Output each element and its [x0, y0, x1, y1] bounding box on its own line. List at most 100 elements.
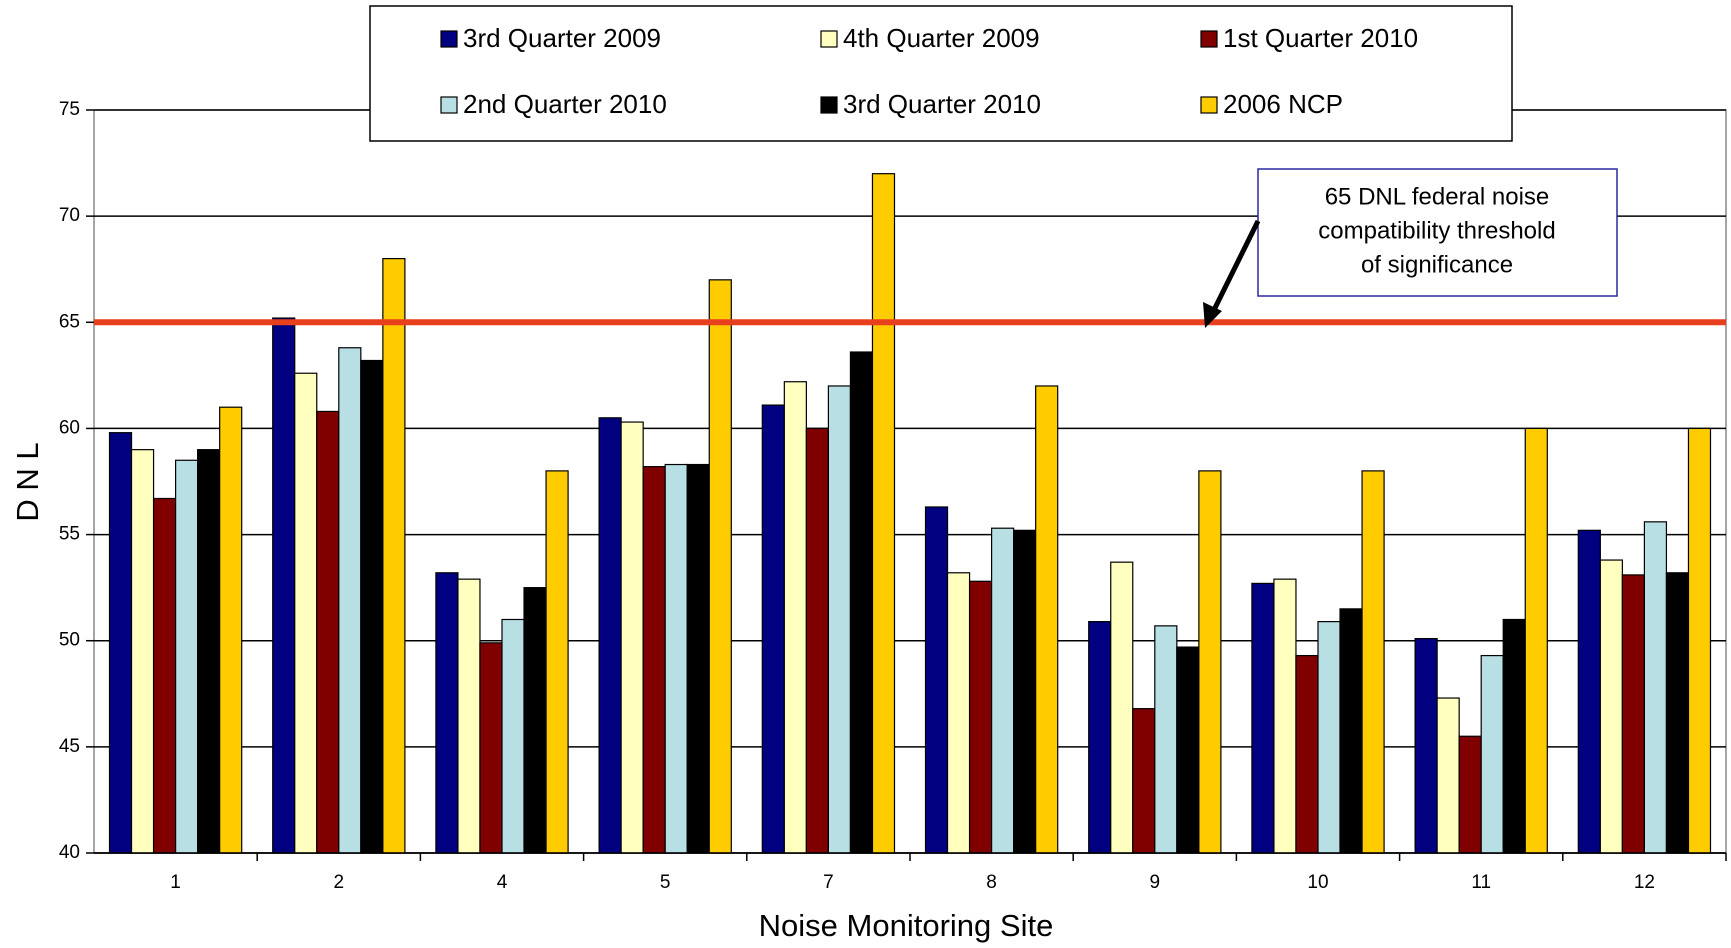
- bar: [197, 449, 221, 854]
- bar: [1599, 559, 1623, 854]
- bar: [457, 578, 481, 854]
- x-tick-label: 7: [823, 872, 834, 893]
- bar: [783, 381, 807, 854]
- x-tick-label: 2: [334, 872, 345, 893]
- bar: [272, 317, 296, 854]
- bar: [1251, 582, 1275, 854]
- bar: [479, 642, 503, 854]
- bar: [990, 527, 1015, 854]
- legend-label: 3rd Quarter 2009: [463, 23, 661, 53]
- bar: [501, 618, 525, 854]
- bar: [686, 463, 710, 854]
- x-tick-label: 1: [170, 872, 181, 893]
- bar: [924, 506, 949, 854]
- bar: [294, 372, 318, 854]
- x-tick-label: 10: [1307, 872, 1328, 893]
- bar: [1176, 646, 1200, 854]
- bar: [1524, 427, 1548, 854]
- legend-label: 2nd Quarter 2010: [463, 89, 667, 119]
- bar: [545, 470, 569, 854]
- y-tick-label: 75: [59, 99, 80, 120]
- legend-box: [369, 5, 1513, 142]
- bar: [1687, 427, 1712, 854]
- bar: [1295, 654, 1319, 854]
- bar: [382, 258, 406, 854]
- bar: [1317, 621, 1341, 854]
- bar: [946, 572, 971, 854]
- bar: [523, 587, 547, 854]
- legend-label: 2006 NCP: [1223, 89, 1343, 119]
- bar: [108, 432, 133, 854]
- y-tick-label: 70: [59, 205, 80, 226]
- x-axis-title: Noise Monitoring Site: [759, 908, 1054, 943]
- bar: [1361, 470, 1385, 854]
- annotation-arrow: [1210, 219, 1261, 314]
- y-tick-label: 45: [59, 736, 80, 757]
- bar: [708, 279, 732, 854]
- bar: [805, 427, 829, 854]
- legend-swatch: [440, 30, 458, 48]
- y-tick-label: 50: [59, 630, 80, 651]
- y-axis-title: D N L: [10, 442, 45, 521]
- bar: [1436, 697, 1460, 854]
- bar: [1458, 735, 1482, 854]
- bar: [1154, 625, 1178, 854]
- legend-swatch: [1200, 96, 1218, 114]
- legend-label: 1st Quarter 2010: [1223, 23, 1418, 53]
- bar: [849, 351, 874, 854]
- bar: [130, 449, 155, 854]
- bar: [360, 359, 384, 854]
- legend-swatch: [440, 96, 458, 114]
- bar: [642, 466, 666, 854]
- bar: [1273, 578, 1297, 854]
- annotation-text: compatibility threshold: [1318, 217, 1555, 244]
- x-tick-label: 5: [660, 872, 671, 893]
- legend-label: 3rd Quarter 2010: [843, 89, 1041, 119]
- y-tick-label: 40: [59, 842, 80, 863]
- bar: [1643, 521, 1668, 854]
- y-tick-label: 60: [59, 417, 80, 438]
- bar: [1013, 529, 1037, 854]
- legend-label: 4th Quarter 2009: [843, 23, 1040, 53]
- arrow-head: [1203, 302, 1222, 328]
- annotation-box: [1257, 168, 1618, 297]
- annotation-text: 65 DNL federal noise: [1325, 183, 1550, 210]
- y-tick-label: 65: [59, 311, 80, 332]
- bar: [1480, 654, 1504, 854]
- bar: [219, 406, 243, 854]
- x-tick-label: 4: [497, 872, 508, 893]
- bar: [871, 173, 896, 854]
- bar: [761, 404, 785, 854]
- legend-swatch: [820, 30, 838, 48]
- bar: [152, 497, 177, 854]
- bar: [1198, 470, 1222, 854]
- x-tick-label: 8: [986, 872, 997, 893]
- bar: [1665, 572, 1690, 854]
- legend-swatch: [1200, 30, 1218, 48]
- bar: [338, 347, 362, 854]
- bar: [827, 385, 852, 854]
- bar: [1132, 708, 1156, 854]
- bar: [598, 417, 622, 854]
- annotation-text: of significance: [1361, 251, 1513, 278]
- bar: [1577, 529, 1601, 854]
- bar: [175, 459, 199, 854]
- bar: [620, 421, 644, 854]
- bar: [1414, 637, 1438, 854]
- bar: [1035, 385, 1059, 854]
- x-tick-label: 11: [1471, 872, 1491, 893]
- bar: [435, 572, 459, 854]
- bar: [1339, 608, 1363, 854]
- bar: [1088, 621, 1112, 854]
- bar: [1621, 574, 1646, 854]
- bar: [968, 580, 993, 854]
- bar: [1110, 561, 1134, 854]
- y-tick-label: 55: [59, 524, 80, 545]
- x-tick-label: 12: [1634, 872, 1655, 893]
- bar: [1502, 618, 1526, 854]
- legend-swatch: [820, 96, 838, 114]
- bar: [664, 463, 688, 854]
- x-tick-label: 9: [1150, 872, 1161, 893]
- bar: [316, 410, 340, 854]
